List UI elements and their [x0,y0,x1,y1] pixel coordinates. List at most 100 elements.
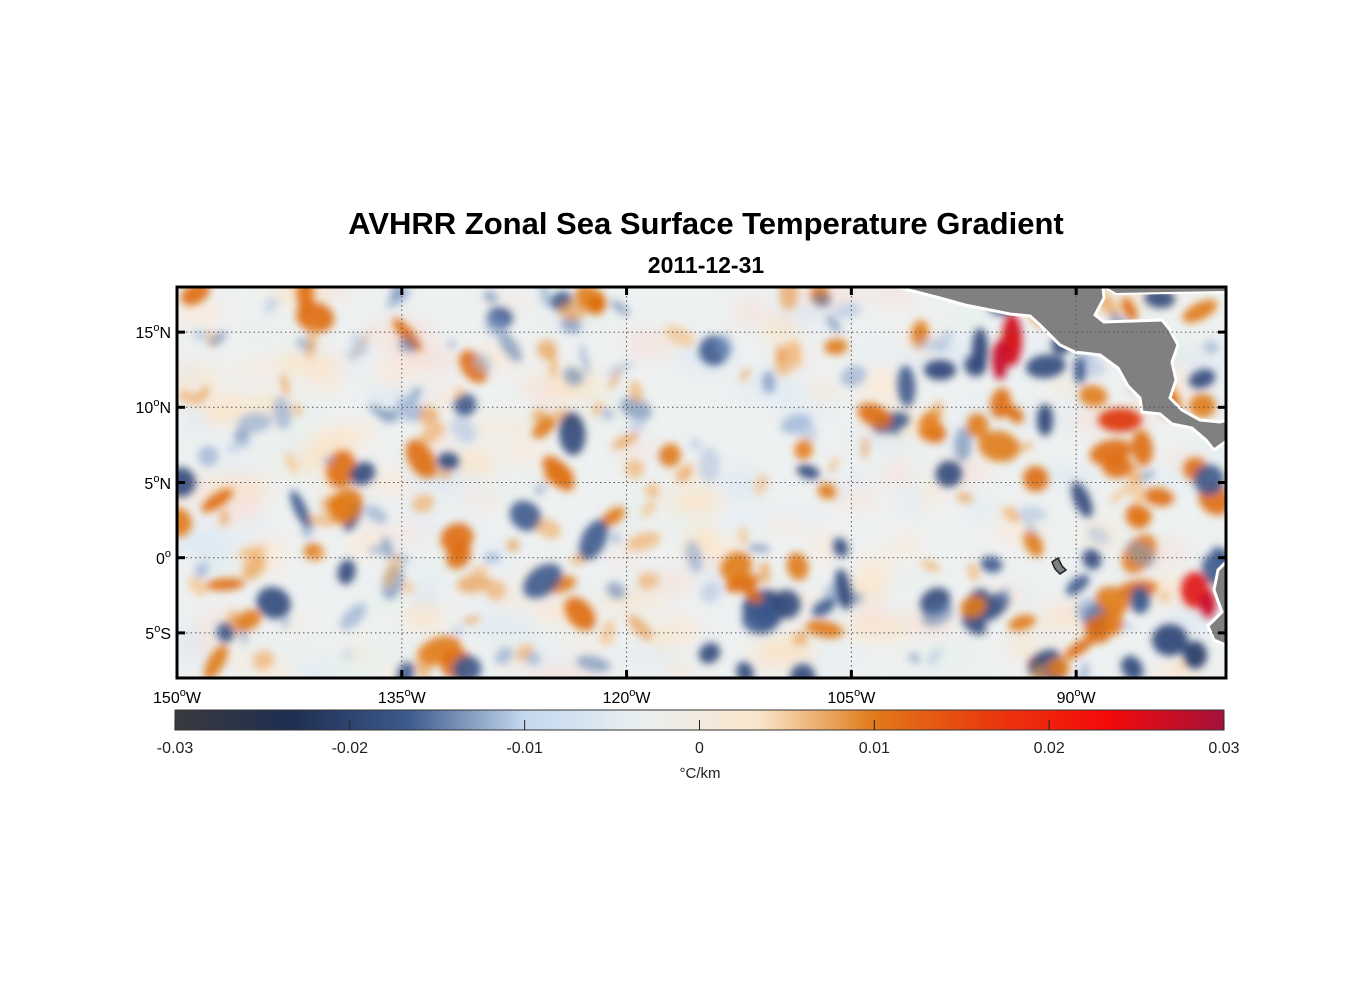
gradient-feature [1134,508,1152,526]
coastal-feature [1152,624,1188,656]
lat-tick-label: 10oN [135,397,171,418]
gradient-feature [1120,655,1143,678]
gradient-feature [506,538,520,552]
gradient-feature [699,446,720,483]
gradient-feature [1022,515,1038,536]
gradient-feature [290,490,311,529]
map-subtitle: 2011-12-31 [647,252,765,278]
texture-patch [192,631,215,656]
gradient-feature [897,365,916,407]
central-america-land [896,287,1226,453]
texture-patch [621,650,682,663]
gradient-feature [606,361,635,376]
gradient-feature [453,387,465,398]
gradient-feature [625,459,645,479]
gradient-feature [659,443,681,467]
gradient-feature [209,331,227,347]
texture-patch [665,665,692,678]
coastal-feature [1037,404,1053,436]
gradient-feature [834,568,852,610]
lon-tick-label: 120oW [602,687,651,707]
gradient-feature [833,537,849,558]
texture-patch [508,441,541,464]
gradient-feature [1160,592,1169,602]
gradient-feature [195,561,209,579]
gradient-feature [915,340,950,352]
gradient-feature [980,556,1003,573]
gradient-feature [396,396,422,422]
gradient-feature [312,549,326,563]
gradient-feature [960,595,987,618]
gradient-feature [689,438,703,451]
texture-patch [854,605,890,625]
gradient-feature [385,287,411,309]
gradient-feature [591,401,603,417]
gradient-feature [620,396,652,421]
gradient-feature [446,543,472,569]
gradient-field [177,287,1226,678]
gradient-feature [484,579,507,601]
gradient-feature [201,488,234,513]
gradient-feature [579,519,609,561]
gradient-feature [452,655,482,678]
texture-patch [671,507,702,535]
gradient-feature [197,445,219,467]
gradient-feature [812,598,836,617]
gradient-feature [194,386,210,404]
gradient-feature [1047,657,1070,678]
texture-patch [527,664,599,678]
gradient-feature [1109,483,1132,504]
gradient-feature [188,576,209,596]
gradient-feature [579,343,590,376]
gradient-feature [779,287,798,311]
texture-patch [1038,468,1097,484]
texture-patch [177,370,202,381]
texture-patch [233,518,271,544]
texture-patch [1112,519,1133,545]
gradient-feature [364,505,388,524]
gradient-feature [926,647,943,666]
coastal-feature [1098,408,1142,432]
gradient-feature [1131,429,1153,466]
gradient-feature [535,518,562,539]
texture-patch [404,601,443,629]
texture-patch [397,346,460,373]
gradient-feature [1121,297,1138,322]
gradient-feature [600,619,616,647]
gradient-feature [720,551,753,583]
gradient-feature [233,429,250,444]
gradient-feature [1203,341,1219,353]
gradient-feature [337,559,356,585]
gradient-feature [383,553,401,588]
gradient-feature [450,416,477,444]
coastal-feature [972,328,988,372]
gradient-feature [758,561,771,585]
texture-patch [177,525,233,554]
gradient-feature [1065,574,1090,596]
texture-patch [869,364,892,391]
texture-patch [761,519,814,530]
gradient-feature [415,643,433,678]
gradient-feature [398,336,417,353]
gradient-feature [401,581,415,594]
gradient-feature [178,389,197,404]
gradient-feature [741,601,781,634]
texture-patch [412,586,441,607]
gradient-feature [685,540,703,573]
gradient-feature [1188,369,1216,389]
texture-patch [734,299,763,326]
gradient-feature [812,292,832,308]
texture-patch [786,304,825,326]
gradient-feature [628,380,644,403]
coastal-feature [1183,641,1207,669]
gradient-feature [205,578,245,591]
texture-patch [185,405,207,433]
galapagos-islands [1051,556,1068,575]
texture-patch [376,363,413,385]
gradient-feature [626,531,661,551]
gradient-feature [738,526,749,546]
gradient-feature [456,574,491,593]
texture-patch [288,664,337,678]
gradient-feature [924,401,944,432]
